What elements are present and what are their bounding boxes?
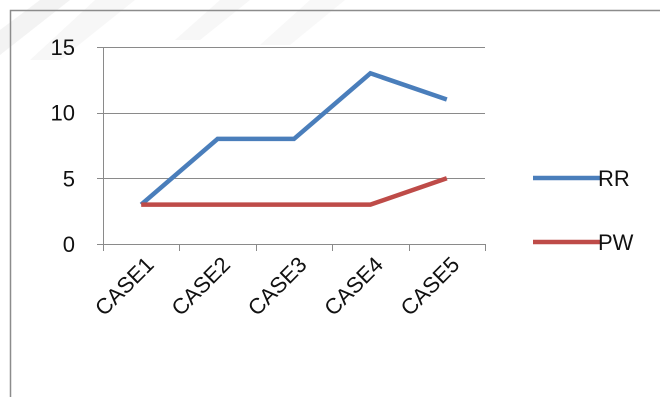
y-tick-label: 15	[51, 35, 75, 60]
y-tick-label: 10	[51, 101, 75, 126]
y-tick-label: 0	[63, 232, 75, 257]
legend-label-pw: PW	[598, 230, 634, 255]
y-tick-label: 5	[63, 166, 75, 191]
legend-label-rr: RR	[598, 166, 630, 191]
